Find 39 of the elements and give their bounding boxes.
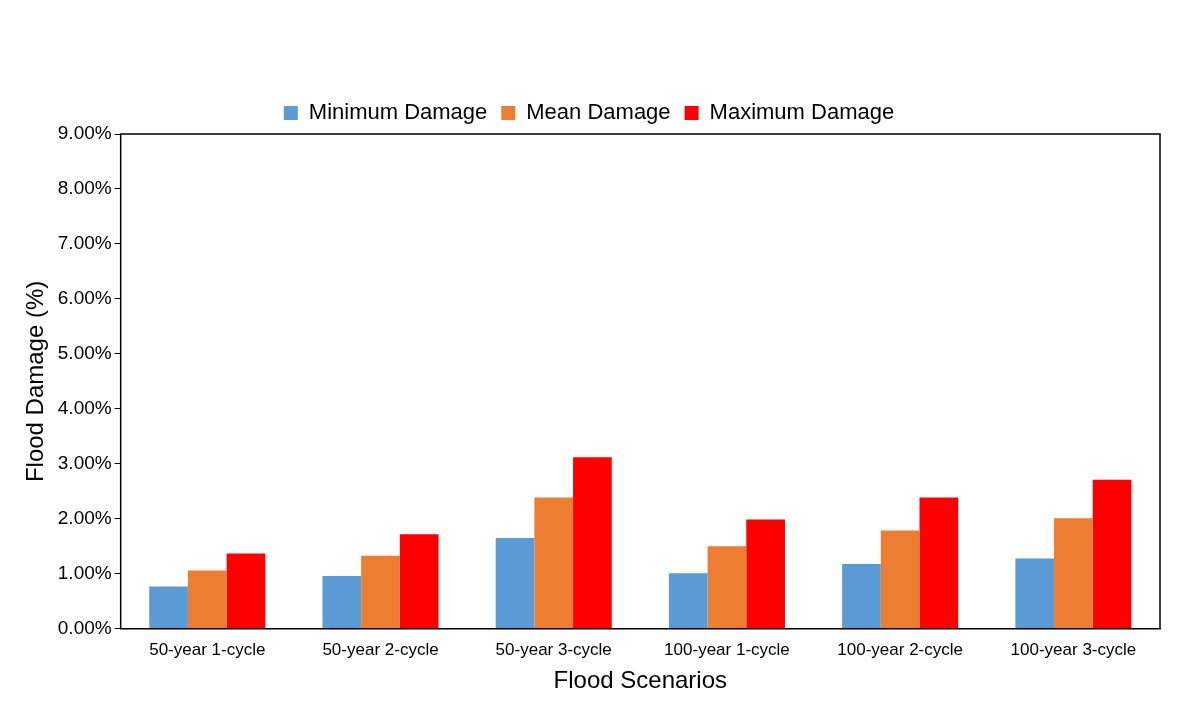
bar (668, 573, 708, 629)
bar (226, 553, 266, 629)
y-tick-label: 9.00% (57, 122, 112, 144)
x-tick-label: 100-year 2-cycle (837, 639, 963, 659)
bar (399, 534, 439, 629)
legend-label: Mean Damage (526, 99, 671, 125)
bar (322, 576, 362, 629)
bar (534, 497, 574, 629)
y-axis-title: Flood Damage (%) (21, 280, 49, 483)
bar (707, 546, 747, 629)
y-tick-label: 6.00% (57, 287, 112, 309)
legend-label: Minimum Damage (308, 99, 488, 125)
bar (187, 570, 227, 629)
y-tick-label: 1.00% (57, 562, 112, 584)
bar (746, 519, 785, 629)
x-tick-label: 50-year 2-cycle (322, 639, 439, 659)
y-tick-label: 5.00% (57, 342, 112, 364)
x-tick-label: 100-year 3-cycle (1010, 639, 1137, 659)
legend-label: Maximum Damage (709, 99, 895, 125)
bar (880, 530, 920, 629)
x-tick-label: 50-year 1-cycle (149, 639, 266, 659)
x-axis-title: Flood Scenarios (553, 666, 728, 694)
y-tick-label: 2.00% (57, 507, 112, 529)
y-tick-label: 4.00% (57, 397, 112, 419)
bar (361, 555, 400, 629)
bar (1092, 479, 1132, 629)
x-tick-label: 50-year 3-cycle (495, 639, 612, 659)
bar (919, 497, 959, 629)
x-tick-label: 100-year 1-cycle (664, 639, 790, 659)
y-tick-label: 8.00% (57, 177, 112, 199)
bar (1015, 558, 1055, 629)
y-tick-label: 7.00% (57, 232, 112, 254)
y-tick-label: 3.00% (57, 452, 112, 474)
y-tick-label: 0.00% (57, 617, 112, 639)
bar (573, 457, 612, 629)
bar (495, 538, 535, 629)
bar (842, 563, 881, 629)
bar (1054, 518, 1093, 629)
bar (149, 586, 188, 629)
